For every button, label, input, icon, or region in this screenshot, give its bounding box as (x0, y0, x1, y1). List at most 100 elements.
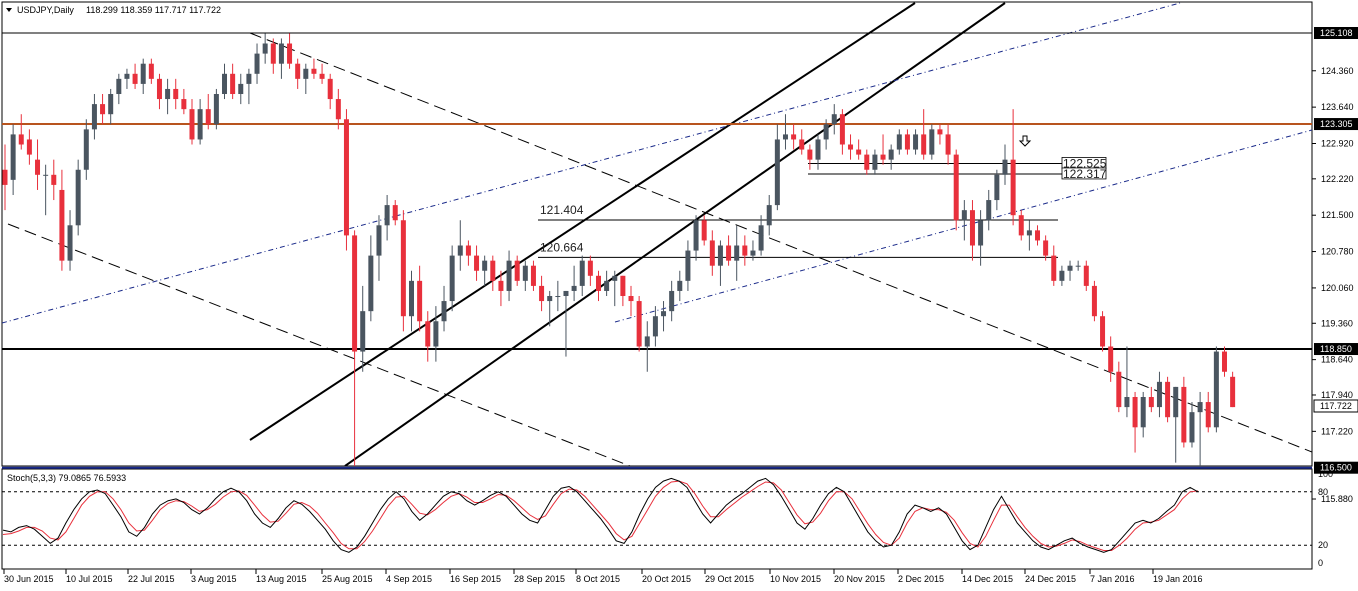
candle-body (953, 154, 959, 221)
main-plot-frame (1, 1, 1313, 467)
candle-body (563, 290, 569, 297)
time-tick-label: 22 Jul 2015 (128, 574, 175, 584)
candle (83, 119, 89, 180)
candle-body (986, 200, 992, 221)
candle-body (1124, 397, 1130, 408)
candle-body (384, 205, 390, 226)
candle-body (278, 43, 284, 64)
candle (100, 94, 106, 125)
candle (539, 275, 545, 312)
level-price-tag-label: 125.108 (1320, 28, 1353, 38)
candle-body (287, 43, 293, 64)
level-price-tag-label: 123.305 (1320, 119, 1353, 129)
candle-body (433, 321, 439, 347)
candle (213, 88, 219, 130)
candle-body (1116, 371, 1122, 408)
time-tick-label: 19 Jan 2016 (1153, 574, 1203, 584)
candle-body (498, 280, 504, 291)
menu-triangle-icon[interactable] (6, 8, 12, 12)
candle-body (539, 285, 545, 302)
candle (717, 240, 723, 286)
candle (230, 63, 236, 100)
candle-body (1173, 386, 1179, 418)
price-tick-label: 120.780 (1321, 247, 1354, 257)
price-tick-label: 122.220 (1321, 174, 1354, 184)
candle-body (335, 99, 341, 120)
candle (449, 245, 455, 312)
candle (522, 260, 528, 291)
candle-body (1222, 351, 1227, 372)
candle-body (148, 63, 154, 79)
dashed-downtrend-upper (249, 32, 1312, 453)
candle-body (758, 225, 764, 251)
candle (1148, 386, 1154, 413)
candle (384, 195, 390, 241)
candle (937, 124, 943, 145)
candle (644, 321, 650, 372)
candle-body (815, 139, 821, 160)
candle-body (961, 210, 967, 221)
candle (579, 255, 585, 297)
candle (1010, 109, 1016, 226)
candle (506, 250, 512, 302)
candle-body (173, 88, 179, 100)
candle (409, 270, 414, 332)
price-tick-label: 118.640 (1321, 355, 1353, 365)
candle (311, 58, 317, 79)
annotation-box (1061, 167, 1107, 180)
candle (1116, 361, 1122, 413)
level-price-tag (1314, 343, 1358, 356)
candle-body (506, 260, 512, 291)
candle (246, 68, 252, 105)
candle (1043, 235, 1049, 261)
candle-body (295, 63, 301, 79)
time-tick-label: 29 Oct 2015 (705, 574, 754, 584)
stoch-scale-label: 80 (1318, 487, 1328, 497)
candle-body (693, 220, 699, 251)
chart-header: USDJPY,Daily 118.299 118.359 117.717 117… (6, 5, 221, 15)
candle (1091, 280, 1097, 322)
trendlines (2, 2, 1312, 466)
candle (774, 124, 780, 211)
candle (173, 78, 179, 110)
stoch-scale-label: 20 (1318, 540, 1328, 550)
candle-body (896, 134, 902, 150)
candle-body (571, 285, 577, 291)
time-tick-label: 28 Sep 2015 (514, 574, 565, 584)
candle-body (530, 265, 536, 286)
candle (43, 164, 49, 216)
stoch-label: Stoch(5,3,3) 79.0865 76.5933 (7, 473, 126, 483)
price-tick-label: 117.220 (1321, 426, 1353, 436)
candle (457, 220, 463, 271)
candle-body (311, 68, 317, 74)
candle-body (51, 174, 57, 185)
candle (701, 215, 707, 246)
candle-body (652, 316, 658, 337)
time-tick-label: 30 Jun 2015 (4, 574, 54, 584)
candle (612, 270, 618, 307)
candle-body (75, 169, 81, 226)
candle (1051, 245, 1057, 286)
candle (148, 58, 154, 84)
candle (815, 134, 821, 170)
price-tick-label: 115.880 (1321, 494, 1353, 504)
candle-body (864, 154, 870, 170)
candle-body (644, 336, 650, 347)
candle-body (1165, 381, 1171, 418)
candle-body (392, 205, 398, 221)
candle (563, 290, 569, 357)
candle-body (555, 296, 561, 298)
candle-body (1043, 240, 1049, 256)
level-price-tag-label: 116.500 (1320, 463, 1352, 473)
candle-body (766, 205, 772, 226)
candle-body (327, 78, 333, 100)
last-price-tag (1313, 399, 1358, 413)
candle (1067, 260, 1073, 281)
dashed-downtrend-lower (7, 223, 631, 466)
candle (2, 144, 8, 211)
candle (270, 38, 276, 74)
annotation-label: 122.525 (1063, 156, 1107, 170)
down-arrow-icon (1018, 135, 1032, 147)
candle-body (360, 311, 366, 352)
